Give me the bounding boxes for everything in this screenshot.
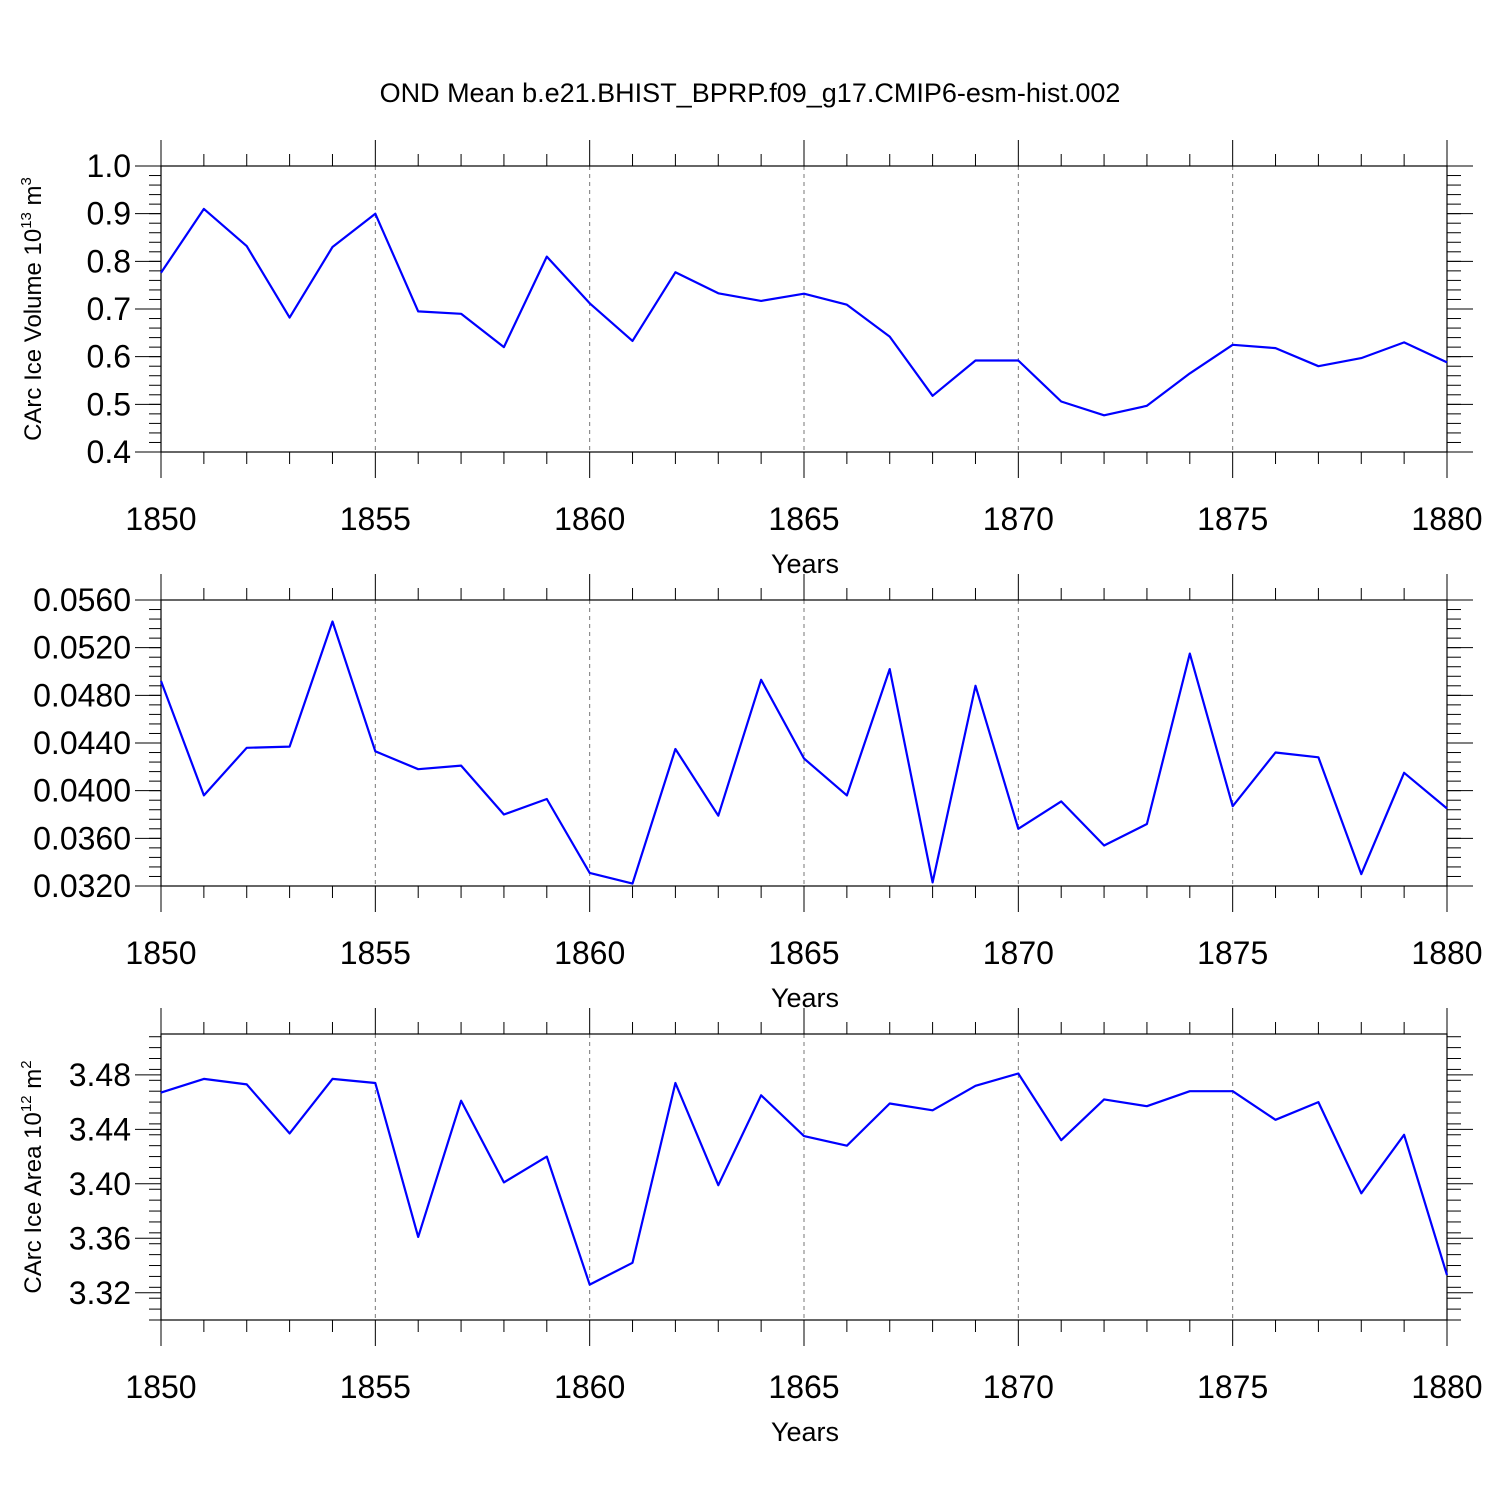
y-tick-label: 3.32 — [69, 1275, 131, 1311]
x-tick-label: 1880 — [1411, 1369, 1482, 1405]
x-axis-label: Years — [771, 1417, 839, 1447]
x-tick-label: 1860 — [554, 501, 625, 537]
plot-frame — [160, 599, 1448, 887]
x-tick-label: 1870 — [983, 1369, 1054, 1405]
x-tick-label: 1870 — [983, 501, 1054, 537]
x-tick-label: 1855 — [340, 501, 411, 537]
y-tick-label: 0.0360 — [33, 820, 131, 856]
panel-3: 3.32 3.36 3.40 3.44 3.48 1850 1855 1860 1865 1870… — [18, 1008, 1483, 1447]
plot-frame — [160, 165, 1448, 453]
x-tick-label: 1865 — [768, 1369, 839, 1405]
y-axis-label: CArc Ice Area 1012 m2 — [18, 1060, 47, 1293]
x-tick-label: 1850 — [125, 501, 196, 537]
y-tick-label: 3.40 — [69, 1166, 131, 1202]
x-tick-label: 1880 — [1411, 501, 1482, 537]
y-tick-label: 0.5 — [87, 386, 131, 422]
series-line — [160, 1072, 1449, 1286]
x-tick-label: 1875 — [1197, 935, 1268, 971]
x-tick-label: 1865 — [768, 501, 839, 537]
y-tick-label: 0.0440 — [33, 725, 131, 761]
x-tick-label: 1855 — [340, 935, 411, 971]
y-tick-label: 0.0320 — [33, 868, 131, 904]
y-tick-label: 0.0520 — [33, 630, 131, 666]
y-tick-label: 0.0400 — [33, 773, 131, 809]
x-axis-label: Years — [771, 549, 839, 579]
x-tick-label: 1880 — [1411, 935, 1482, 971]
x-axis-label: Years — [771, 983, 839, 1013]
y-tick-label: 0.0560 — [33, 582, 131, 618]
y-tick-label: 0.6 — [87, 339, 131, 375]
y-tick-label: 3.36 — [69, 1220, 131, 1256]
x-tick-label: 1870 — [983, 935, 1054, 971]
x-tick-label: 1875 — [1197, 501, 1268, 537]
y-tick-label: 3.44 — [69, 1111, 131, 1147]
chart-panels: 0.4 0.5 0.6 0.7 0.8 0.9 1.0 1850 1855 1860 1865 187… — [18, 140, 1483, 1447]
x-tick-label: 1850 — [125, 1369, 196, 1405]
series-line — [159, 620, 1448, 885]
y-tick-label: 0.9 — [87, 196, 131, 232]
x-tick-label: 1855 — [340, 1369, 411, 1405]
series-line — [160, 207, 1448, 417]
y-tick-label: 0.8 — [87, 243, 131, 279]
y-axis-label: CArc Ice Volume 1013 m3 — [18, 177, 47, 441]
x-tick-label: 1860 — [554, 935, 625, 971]
y-tick-label: 1.0 — [87, 148, 131, 184]
x-tick-label: 1860 — [554, 1369, 625, 1405]
chart-title: OND Mean b.e21.BHIST_BPRP.f09_g17.CMIP6-… — [380, 78, 1121, 108]
plot-frame — [160, 1033, 1448, 1321]
y-tick-label: 3.48 — [69, 1057, 131, 1093]
x-tick-label: 1875 — [1197, 1369, 1268, 1405]
panel-1: 0.4 0.5 0.6 0.7 0.8 0.9 1.0 1850 1855 1860 1865 187… — [18, 140, 1483, 579]
y-tick-label: 0.0480 — [33, 677, 131, 713]
y-tick-label: 0.4 — [87, 434, 131, 470]
x-tick-label: 1865 — [768, 935, 839, 971]
panel-2: 0.0320 0.0360 0.0400 0.0440 0.0480 0.0520 0.05… — [33, 574, 1483, 1013]
x-tick-label: 1850 — [125, 935, 196, 971]
y-tick-label: 0.7 — [87, 291, 131, 327]
